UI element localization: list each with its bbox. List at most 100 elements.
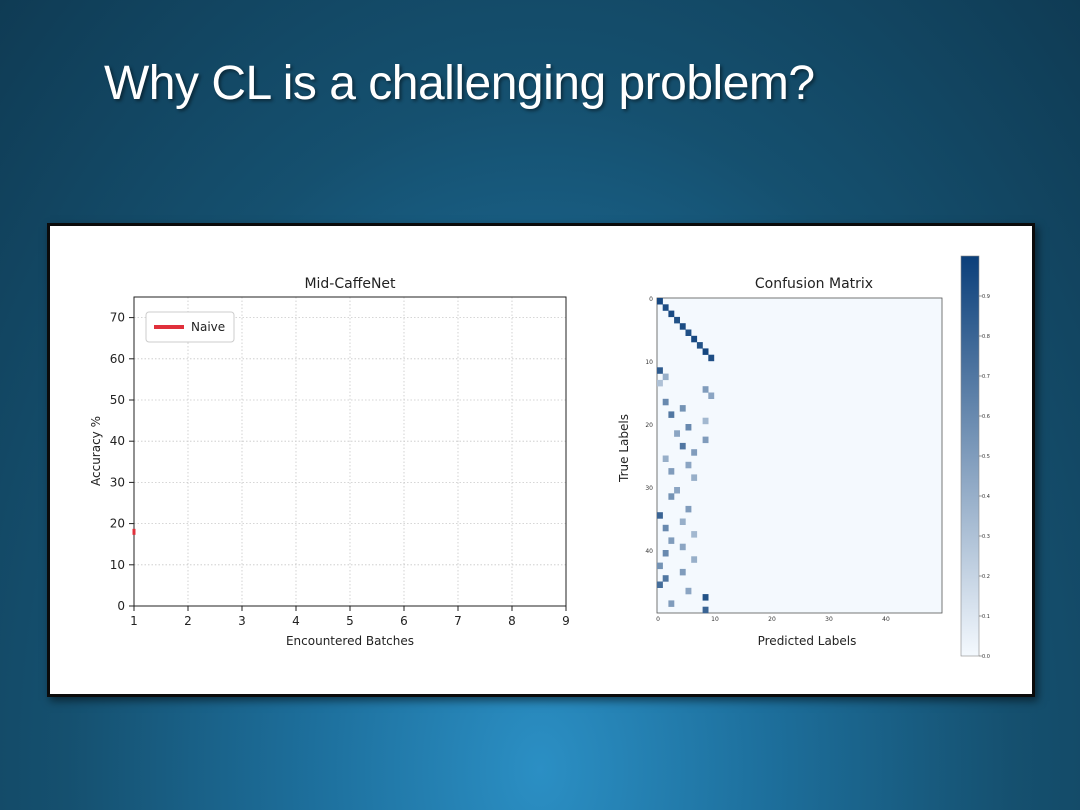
- heatmap-cell: [662, 575, 669, 582]
- x-tick-label: 7: [454, 614, 462, 628]
- y-tick-label: 60: [110, 352, 125, 366]
- colorbar-tick-label: 0.2: [982, 574, 990, 580]
- line-chart-title: Mid-CaffeNet: [304, 276, 396, 292]
- heatmap-cell: [685, 329, 692, 336]
- heatmap-cell: [662, 373, 669, 381]
- heatmap-cell: [702, 606, 709, 614]
- heatmap-cell: [674, 487, 680, 494]
- data-point-naive: [132, 528, 136, 535]
- heatmap-y-tick-label: 40: [645, 548, 653, 555]
- heatmap-cell: [708, 354, 715, 362]
- heatmap-cell: [679, 405, 686, 412]
- heatmap-x-tick-label: 30: [825, 616, 833, 623]
- heatmap-cell: [702, 348, 709, 355]
- colorbar-tick-label: 0.0: [982, 654, 990, 660]
- heatmap-cell: [657, 581, 663, 588]
- colorbar-tick-label: 0.4: [982, 494, 990, 500]
- colorbar-tick-label: 0.3: [982, 534, 990, 540]
- heatmap-cell: [662, 455, 669, 462]
- colorbar-tick-label: 0.1: [982, 614, 990, 620]
- heatmap-title: Confusion Matrix: [755, 276, 873, 292]
- legend-label-naive: Naive: [191, 320, 225, 334]
- heatmap-cell: [708, 392, 715, 399]
- heatmap-x-tick-label: 10: [711, 616, 719, 623]
- heatmap-cell: [657, 298, 663, 305]
- heatmap-cell: [702, 386, 709, 393]
- y-tick-label: 40: [110, 434, 125, 448]
- heatmap-cell: [662, 550, 669, 557]
- heatmap-cell: [668, 600, 675, 607]
- heatmap-cells: [657, 298, 715, 614]
- heatmap-cell: [691, 474, 698, 481]
- x-tick-label: 9: [562, 614, 570, 628]
- heatmap-cell: [668, 310, 675, 318]
- heatmap-y-tick-label: 0: [649, 296, 653, 303]
- heatmap-cell: [668, 468, 675, 475]
- heatmap-y-axis-label: True Labels: [617, 414, 631, 483]
- heatmap-x-tick-label: 0: [656, 616, 660, 623]
- heatmap-cell: [679, 518, 686, 525]
- figure-svg: Mid-CaffeNet 1 2 3 4 5 6 7 8 9 0 10 20 30 40 50 60 70 E…: [89, 255, 990, 660]
- heatmap-cell: [696, 342, 703, 349]
- heatmap-cell: [702, 594, 709, 601]
- heatmap-x-axis-label: Predicted Labels: [758, 634, 857, 648]
- colorbar-tick-label: 0.6: [982, 414, 990, 420]
- figure-panel: Mid-CaffeNet 1 2 3 4 5 6 7 8 9 0 10 20 30 40 50 60 70 E…: [47, 223, 1035, 697]
- y-tick-label: 10: [110, 558, 125, 572]
- heatmap-y-tick-label: 30: [645, 485, 653, 492]
- heatmap-x-tick-label: 40: [882, 616, 890, 623]
- colorbar-tick-label: 0.8: [982, 334, 990, 340]
- heatmap-cell: [674, 430, 680, 437]
- colorbar-tick-label: 0.9: [982, 294, 990, 300]
- heatmap-cell: [702, 436, 709, 444]
- heatmap-cell: [679, 442, 686, 450]
- y-tick-label: 50: [110, 393, 125, 407]
- heatmap-cell: [685, 461, 692, 469]
- legend-box: [145, 311, 235, 343]
- line-chart-y-axis-label: Accuracy %: [89, 416, 103, 486]
- line-chart-x-axis-label: Encountered Batches: [286, 634, 414, 648]
- heatmap-cell: [679, 323, 686, 330]
- x-tick-label: 6: [400, 614, 408, 628]
- heatmap-cell: [685, 587, 692, 595]
- heatmap-cell: [662, 304, 669, 311]
- heatmap-cell: [691, 531, 698, 538]
- heatmap-cell: [674, 316, 680, 324]
- y-tick-label: 70: [110, 311, 125, 325]
- y-tick-label: 0: [117, 599, 125, 613]
- line-chart-y-ticks: 0 10 20 30 40 50 60 70: [110, 311, 134, 613]
- x-tick-label: 1: [130, 614, 138, 628]
- heatmap-cell: [662, 524, 669, 532]
- heatmap-cell: [668, 411, 675, 418]
- x-tick-label: 5: [346, 614, 354, 628]
- line-chart: Mid-CaffeNet 1 2 3 4 5 6 7 8 9 0 10 20 30 40 50 60 70 E…: [89, 276, 570, 648]
- x-tick-label: 8: [508, 614, 516, 628]
- heatmap-cell: [691, 335, 698, 343]
- y-tick-label: 30: [110, 475, 125, 489]
- heatmap-cell: [668, 493, 675, 500]
- y-tick-label: 20: [110, 517, 125, 531]
- line-chart-series: [132, 528, 136, 535]
- heatmap-x-ticks: 0 10 20 30 40: [656, 616, 890, 623]
- heatmap-y-tick-label: 10: [645, 359, 653, 366]
- heatmap-cell: [679, 543, 686, 551]
- colorbar-tick-label: 0.5: [982, 454, 990, 460]
- colorbar-gradient: [960, 255, 980, 657]
- line-chart-x-ticks: 1 2 3 4 5 6 7 8 9: [130, 606, 570, 628]
- heatmap-cell: [691, 556, 698, 563]
- heatmap-cell: [657, 367, 663, 374]
- x-tick-label: 3: [238, 614, 246, 628]
- heatmap-cell: [662, 398, 669, 406]
- heatmap-cell: [685, 505, 692, 513]
- colorbar-tick-label: 0.7: [982, 374, 990, 380]
- heatmap-cell: [679, 568, 686, 576]
- heatmap-chart: Confusion Matrix 0 10 20 30 40 0 10 20 30 40 Pre…: [617, 276, 943, 648]
- x-tick-label: 2: [184, 614, 192, 628]
- heatmap-x-tick-label: 20: [768, 616, 776, 623]
- colorbar-ticks: 0.0 0.1 0.2 0.3 0.4 0.5 0.6 0.7 0.8 0.9: [979, 294, 990, 660]
- heatmap-cell: [691, 449, 698, 456]
- slide-title: Why CL is a challenging problem?: [104, 57, 815, 110]
- heatmap-colorbar: 0.0 0.1 0.2 0.3 0.4 0.5 0.6 0.7 0.8 0.9: [960, 255, 990, 660]
- heatmap-cell: [702, 417, 709, 425]
- line-chart-grid: [133, 297, 567, 607]
